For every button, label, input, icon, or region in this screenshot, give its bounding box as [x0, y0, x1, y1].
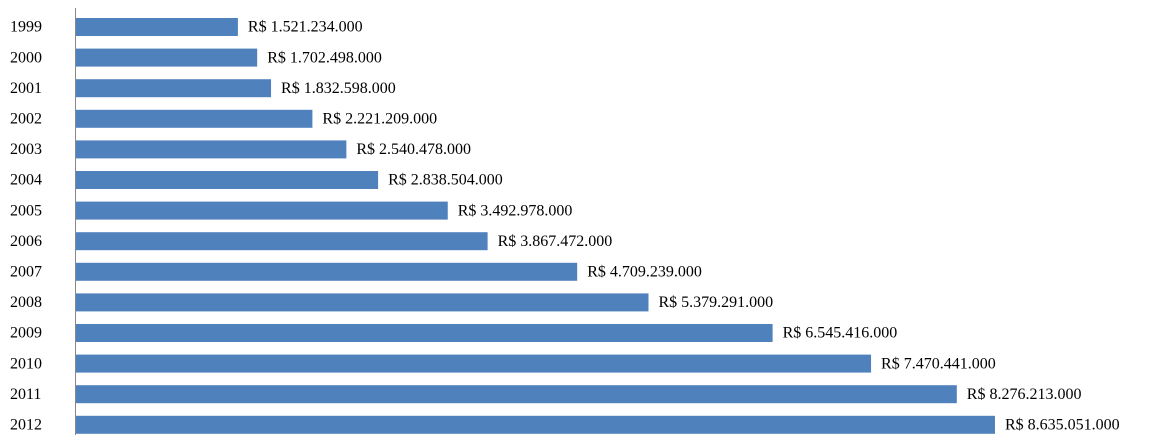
value-label: R$ 8.635.051.000 [1005, 416, 1120, 433]
value-label: R$ 2.540.478.000 [356, 141, 471, 158]
bar [76, 140, 347, 159]
bar [76, 171, 379, 189]
value-label: R$ 1.832.598.000 [281, 80, 396, 97]
value-label: R$ 8.276.213.000 [967, 386, 1082, 403]
bar [76, 415, 995, 434]
y-tick-label: 2008 [10, 294, 42, 311]
y-tick-label: 2006 [10, 233, 42, 250]
value-label: R$ 3.492.978.000 [458, 202, 573, 219]
y-tick-label: 2007 [10, 263, 42, 280]
bar [76, 354, 872, 373]
bar [76, 79, 272, 98]
value-label: R$ 5.379.291.000 [659, 294, 774, 311]
value-label: R$ 7.470.441.000 [881, 355, 996, 372]
y-tick-label: 2005 [10, 202, 42, 219]
y-tick-label: 2004 [10, 172, 42, 189]
y-tick-label: 2001 [10, 80, 42, 97]
y-tick-label: 2009 [10, 325, 42, 342]
y-tick-label: 2012 [10, 416, 42, 433]
y-tick-label: 2003 [10, 141, 42, 158]
value-label: R$ 1.702.498.000 [267, 49, 382, 66]
bar [76, 201, 448, 220]
value-label: R$ 6.545.416.000 [783, 325, 898, 342]
value-label: R$ 3.867.472.000 [498, 233, 613, 250]
y-tick-label: 2011 [10, 386, 41, 403]
value-label: R$ 2.838.504.000 [388, 172, 503, 189]
bar [76, 385, 957, 404]
bar [76, 324, 773, 342]
y-tick-label: 2000 [10, 49, 42, 66]
value-label: R$ 4.709.239.000 [587, 263, 702, 280]
bar [76, 293, 649, 312]
bar [76, 109, 313, 128]
bar [76, 262, 578, 281]
y-tick-label: 2002 [10, 110, 42, 127]
value-label: R$ 1.521.234.000 [248, 19, 363, 36]
bar [76, 48, 258, 67]
value-label: R$ 2.221.209.000 [322, 110, 437, 127]
y-tick-label: 2010 [10, 355, 42, 372]
bar [76, 232, 488, 251]
bar [76, 18, 238, 36]
y-tick-label: 1999 [10, 19, 42, 36]
